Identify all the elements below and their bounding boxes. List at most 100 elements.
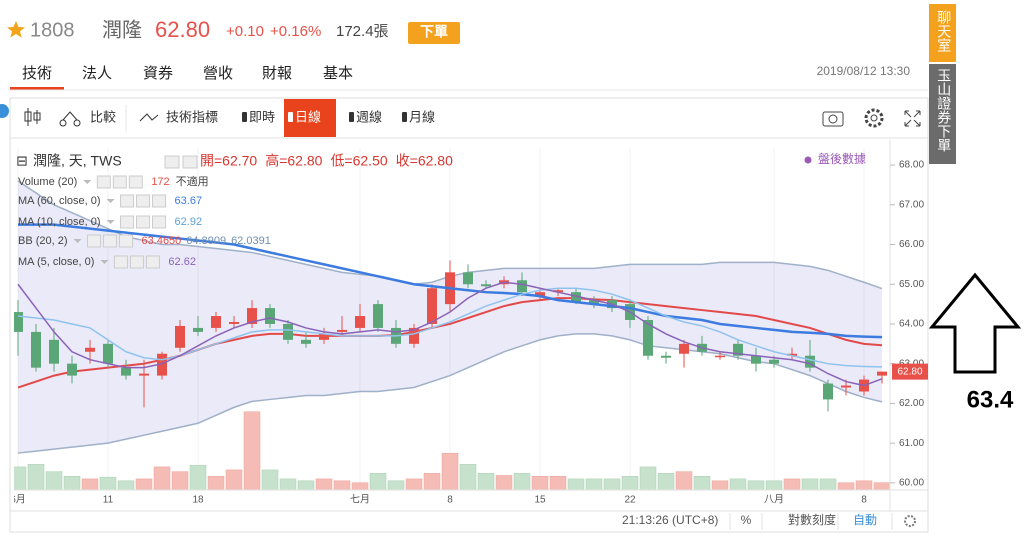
legend-icon[interactable] (103, 234, 118, 248)
legend-icon[interactable] (129, 255, 144, 269)
period-button[interactable]: 日線 (295, 109, 321, 124)
candle-body (265, 308, 275, 324)
period-icon[interactable] (402, 112, 407, 122)
compare-button[interactable]: 比較 (90, 109, 116, 124)
last-price-tag (892, 363, 928, 380)
legend-icon[interactable] (87, 234, 102, 248)
legend-caret[interactable] (106, 220, 115, 224)
chart-title: 潤隆, 天, TWS (33, 153, 122, 169)
period-icon[interactable] (288, 112, 293, 122)
legend-icon[interactable] (136, 215, 151, 229)
trade-tab[interactable] (929, 64, 956, 164)
legend-value: 62.0391 (231, 235, 271, 247)
tab[interactable]: 資券 (143, 65, 173, 82)
volume-bar (585, 478, 603, 491)
legend-icon[interactable] (113, 255, 128, 269)
camera-icon[interactable] (822, 111, 844, 127)
volume-bar (747, 480, 765, 491)
candle-body (211, 316, 221, 328)
volume-bar (801, 478, 819, 491)
volume-bar (261, 469, 279, 491)
price-change: +0.10 (226, 23, 264, 40)
volume-bar (189, 464, 207, 491)
timestamp: 2019/08/12 13:30 (817, 64, 911, 78)
legend-icon[interactable] (96, 175, 111, 189)
ohlc-value: 收=62.80 (396, 153, 453, 169)
stock-price: 62.80 (155, 17, 210, 42)
volume-bar (711, 480, 729, 491)
volume-bar (693, 476, 711, 491)
legend-value: 63.67 (175, 195, 203, 207)
legend-caret[interactable] (83, 180, 92, 184)
percent-toggle[interactable]: % (741, 513, 752, 527)
candle-body (805, 355, 815, 368)
volume-bar (675, 471, 693, 491)
candle-body (427, 288, 437, 324)
status-settings[interactable] (904, 515, 916, 527)
settings-icon[interactable] (864, 108, 884, 128)
legend-icon[interactable] (128, 175, 143, 189)
annotation-value: 63.4 (967, 386, 1014, 413)
candle-body (229, 321, 239, 324)
side-handle[interactable] (0, 104, 9, 118)
legend-icon[interactable] (145, 255, 160, 269)
legend-caret[interactable] (100, 260, 109, 264)
indicator-icon[interactable] (139, 113, 159, 122)
period-button[interactable]: 週線 (356, 109, 382, 124)
legend-icon[interactable] (164, 155, 180, 169)
auto-toggle[interactable]: 自動 (853, 513, 877, 527)
compare-icon[interactable] (59, 111, 81, 127)
tab[interactable]: 基本 (323, 65, 353, 82)
tab[interactable]: 技術 (22, 65, 52, 82)
legend-icon[interactable] (182, 155, 198, 169)
volume-bar (225, 469, 243, 491)
y-tick-label: 64.00 (899, 319, 924, 330)
volume-bar (207, 476, 225, 491)
chat-tab-label[interactable]: 聊天室 (936, 10, 952, 52)
volume-bar (423, 473, 441, 491)
favorite-star[interactable] (7, 21, 25, 38)
period-icon[interactable] (242, 112, 247, 122)
volume-bar (639, 466, 657, 491)
indicator-button[interactable]: 技術指標 (166, 109, 218, 124)
candle-body (751, 355, 761, 364)
legend-icon[interactable] (136, 194, 151, 208)
log-scale-toggle[interactable]: 對數刻度 (788, 512, 836, 527)
fullscreen-icon[interactable] (904, 110, 921, 127)
candle-body (14, 312, 23, 332)
volume-bar (243, 411, 261, 491)
legend-value: 63.4650 (142, 235, 182, 247)
tab[interactable]: 營收 (203, 65, 233, 82)
tab[interactable]: 法人 (82, 65, 112, 82)
candle-body (589, 300, 599, 305)
legend-icon[interactable] (119, 234, 134, 248)
candle-icon[interactable] (24, 108, 41, 126)
legend-caret[interactable] (73, 239, 82, 243)
legend-caret[interactable] (106, 199, 115, 203)
legend-icon[interactable] (152, 194, 167, 208)
volume-bar (117, 480, 135, 491)
stock-name: 潤隆 (102, 18, 142, 41)
session-dot (804, 156, 812, 164)
legend-icon[interactable] (152, 215, 167, 229)
legend-icon[interactable] (120, 194, 135, 208)
volume-bar (81, 478, 99, 491)
chat-tab[interactable] (929, 4, 956, 62)
legend-value: 172 (151, 176, 169, 188)
order-button[interactable] (408, 22, 460, 44)
legend-icon[interactable] (112, 175, 127, 189)
collapse-icon[interactable]: ⊟ (16, 153, 28, 169)
period-button[interactable]: 即時 (249, 109, 275, 124)
candle-body (337, 329, 347, 332)
period-icon[interactable] (349, 112, 354, 122)
candle-body (481, 284, 491, 287)
x-tick-label: 15 (534, 495, 546, 506)
order-button-label[interactable]: 下單 (420, 24, 448, 40)
legend-icon[interactable] (120, 215, 135, 229)
volume-bar (621, 476, 639, 491)
candle-body (877, 371, 887, 376)
period-button[interactable]: 月線 (409, 109, 435, 124)
trade-tab-label[interactable]: 玉山證券下單 (936, 68, 952, 152)
volume-bar (855, 480, 873, 491)
tab[interactable]: 財報 (262, 65, 292, 82)
